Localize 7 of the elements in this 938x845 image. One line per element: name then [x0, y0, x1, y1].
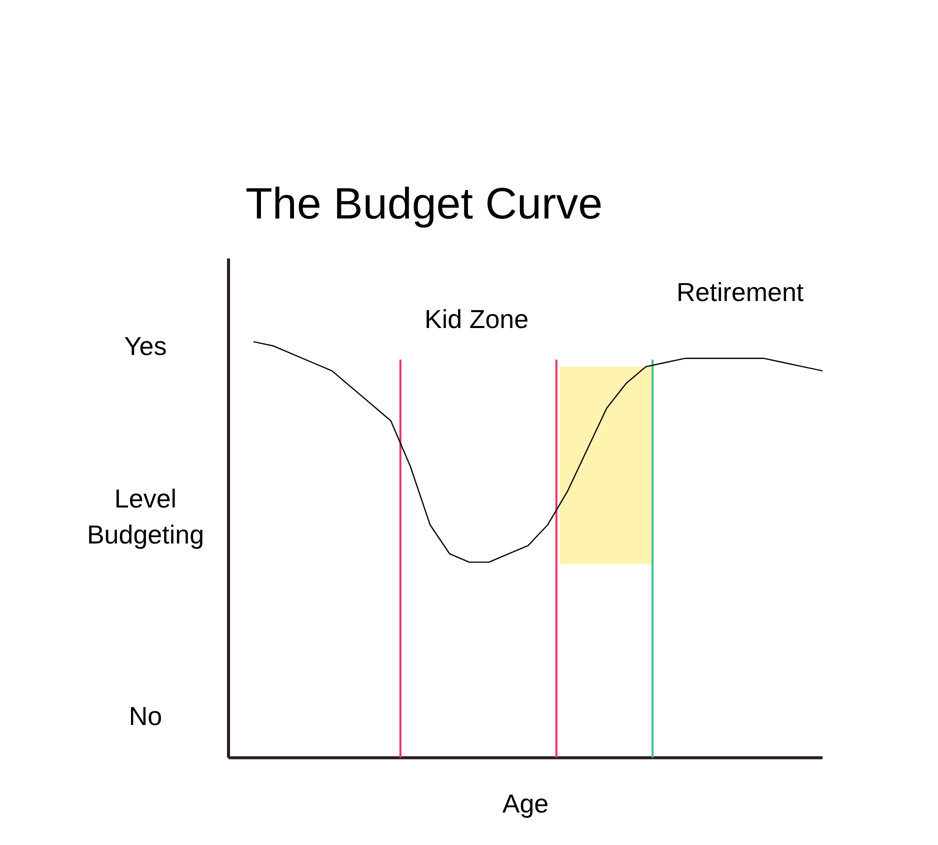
- text: Retirement: [676, 276, 804, 307]
- text: Level Budgeting: [86, 483, 204, 550]
- text: Yes: [124, 330, 167, 361]
- text: No: [128, 701, 162, 732]
- chart-title: The Budget Curve: [246, 180, 603, 228]
- text: Kid Zone: [424, 304, 529, 334]
- x-axis-title: Age: [502, 788, 549, 818]
